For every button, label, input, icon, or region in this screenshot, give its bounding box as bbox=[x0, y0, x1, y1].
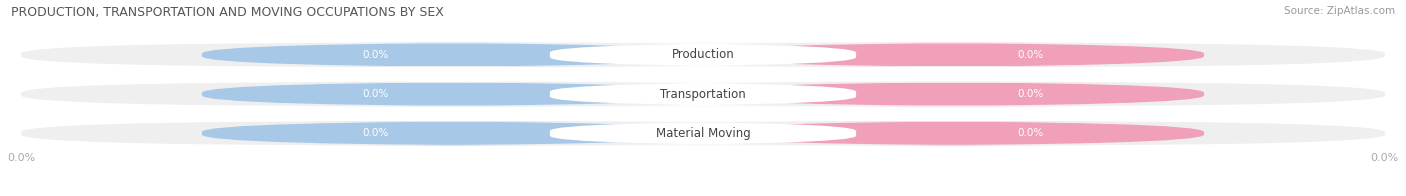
FancyBboxPatch shape bbox=[21, 43, 1385, 67]
Text: Production: Production bbox=[672, 48, 734, 61]
Text: 0.0%: 0.0% bbox=[363, 128, 389, 138]
Text: Transportation: Transportation bbox=[661, 88, 745, 101]
FancyBboxPatch shape bbox=[21, 121, 1385, 145]
FancyBboxPatch shape bbox=[202, 82, 703, 106]
FancyBboxPatch shape bbox=[510, 43, 896, 67]
Text: 0.0%: 0.0% bbox=[1017, 128, 1043, 138]
Text: 0.0%: 0.0% bbox=[363, 50, 389, 60]
Text: 0.0%: 0.0% bbox=[1017, 89, 1043, 99]
FancyBboxPatch shape bbox=[21, 82, 1385, 106]
FancyBboxPatch shape bbox=[703, 43, 1204, 67]
Text: 0.0%: 0.0% bbox=[363, 89, 389, 99]
FancyBboxPatch shape bbox=[703, 82, 1204, 106]
Text: PRODUCTION, TRANSPORTATION AND MOVING OCCUPATIONS BY SEX: PRODUCTION, TRANSPORTATION AND MOVING OC… bbox=[11, 6, 444, 19]
FancyBboxPatch shape bbox=[510, 82, 896, 106]
Text: 0.0%: 0.0% bbox=[1371, 153, 1399, 163]
FancyBboxPatch shape bbox=[202, 43, 703, 67]
Text: 0.0%: 0.0% bbox=[1017, 50, 1043, 60]
FancyBboxPatch shape bbox=[510, 121, 896, 145]
FancyBboxPatch shape bbox=[703, 121, 1204, 145]
Text: Source: ZipAtlas.com: Source: ZipAtlas.com bbox=[1284, 6, 1395, 16]
Text: 0.0%: 0.0% bbox=[7, 153, 35, 163]
Text: Material Moving: Material Moving bbox=[655, 127, 751, 140]
FancyBboxPatch shape bbox=[202, 121, 703, 145]
